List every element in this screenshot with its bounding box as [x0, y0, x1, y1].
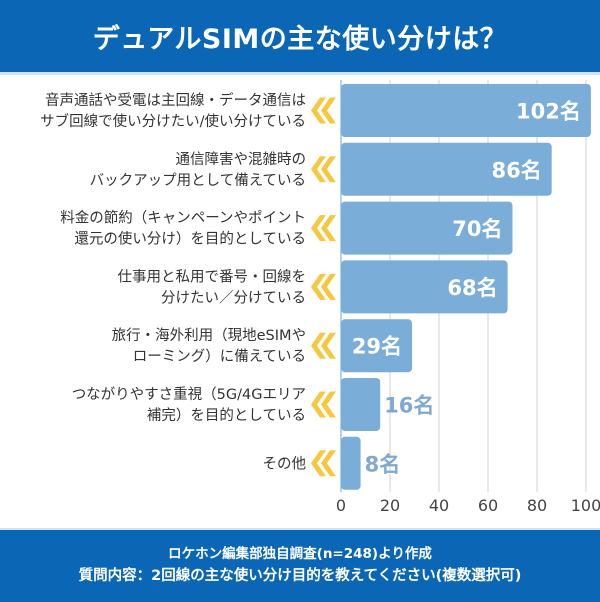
bar [341, 84, 591, 137]
category-label: サブ回線で使い分けたい/使い分けている [40, 112, 306, 130]
value-label: 68名 [447, 276, 497, 300]
value-label: 86名 [491, 158, 541, 182]
chevron-left-icon [311, 273, 336, 300]
x-tick-label: 0 [336, 496, 346, 515]
category-label: 通信障害や混雑時の [176, 150, 307, 168]
x-tick-label: 20 [380, 496, 400, 515]
value-label: 16名 [384, 394, 434, 418]
value-labels: 102名 86名 70名 68名 29名 16名 8名 [352, 100, 581, 477]
category-label: 旅行・海外利用（現地eSIMや [112, 327, 306, 344]
bar [341, 201, 513, 255]
bar [341, 142, 552, 196]
value-label: 70名 [452, 217, 502, 241]
x-tick-label: 100 [571, 496, 600, 515]
value-label: 102名 [516, 100, 581, 124]
category-label: 仕事用と私用で番号・回線を [118, 268, 307, 285]
chevron-left-icon [311, 332, 336, 359]
bars [341, 84, 591, 490]
category-label: つながりやすさ重視（5G/4Gエリア [72, 386, 306, 403]
bar [341, 319, 413, 373]
category-label: 分けたい／分けている [161, 289, 306, 306]
x-tick-label: 40 [429, 496, 449, 515]
question-note: 質問内容：2回線の主な使い分け目的を教えてください(複数選択可) [78, 568, 522, 584]
chevron-left-icon [311, 450, 336, 477]
value-label: 8名 [365, 452, 401, 476]
value-label: 29名 [352, 335, 402, 359]
bar [341, 436, 361, 490]
category-label: その他 [263, 455, 307, 472]
category-label: 料金の節約（キャンペーンやポイント [60, 209, 306, 227]
chevron-left-icon [311, 97, 336, 124]
bar [341, 260, 508, 314]
category-labels: 音声通話や受電は主回線・データ通信はサブ回線で使い分けたい/使い分けている通信障… [40, 91, 306, 472]
category-label: 還元の使い分け）を目的としている [74, 231, 306, 248]
chevron-left-icon [311, 391, 336, 418]
bar [341, 378, 381, 431]
category-label: 音声通話や受電は主回線・データ通信は [45, 91, 306, 109]
chevron-left-icon [311, 156, 336, 183]
category-label: ローミング）に備えている [133, 348, 306, 365]
x-axis-ticks: 0 20 40 60 80 100 [336, 496, 600, 515]
category-label: バックアップ用として備えている [90, 172, 306, 189]
source-note: ロケホン編集部独自調査(n=248)より作成 [168, 546, 432, 562]
category-label: 補完）を目的としている [147, 407, 306, 424]
chevron-left-icon [311, 215, 336, 242]
title-banner: デュアルSIMの主な使い分けは？ [0, 0, 600, 75]
x-tick-label: 60 [478, 496, 498, 515]
source-banner: ロケホン編集部独自調査(n=248)より作成 質問内容：2回線の主な使い分け目的… [0, 528, 600, 602]
x-tick-label: 80 [527, 496, 547, 515]
chevrons [311, 97, 336, 477]
chart-title: デュアルSIMの主な使い分けは？ [92, 23, 508, 55]
